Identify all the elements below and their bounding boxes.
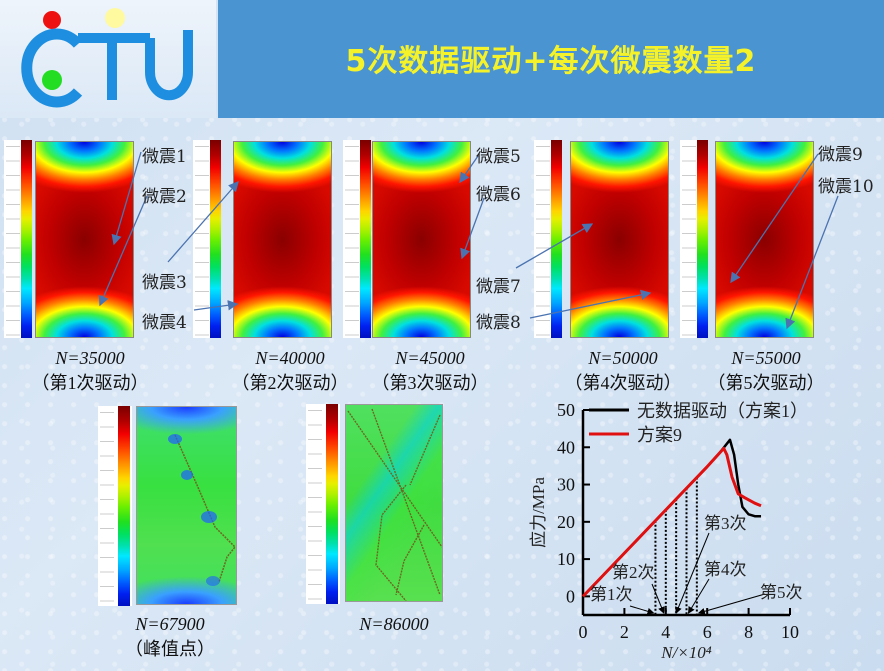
stress-contour-2 bbox=[233, 141, 332, 338]
quake-label-5: 微震5 bbox=[476, 147, 521, 167]
drive-marker-arrow bbox=[651, 583, 665, 614]
y-tick-label: 50 bbox=[557, 400, 575, 420]
y-axis-label: 应力/MPa bbox=[529, 477, 548, 548]
drive-marker-arrow bbox=[629, 605, 655, 615]
quake-label-2: 微震2 bbox=[142, 187, 187, 207]
drive-marker-arrow bbox=[675, 532, 710, 614]
arrow-quake-2 bbox=[98, 195, 148, 307]
caption-sub: （第1次驱动） bbox=[31, 373, 149, 393]
logo-yellow-dot bbox=[105, 8, 125, 28]
y-tick-label: 20 bbox=[557, 512, 575, 532]
quake-label-4: 微震4 bbox=[142, 313, 187, 333]
fracture-lines bbox=[168, 434, 237, 586]
x-tick-label: 10 bbox=[781, 622, 799, 642]
caption-panel-1: N=35000 （第1次驱动） bbox=[10, 348, 170, 395]
colorbar bbox=[680, 140, 708, 338]
stress-contour-3 bbox=[372, 141, 471, 338]
logo bbox=[0, 0, 216, 118]
drive-marker-arrow bbox=[697, 593, 766, 615]
colorbar bbox=[306, 404, 340, 604]
logo-red-dot bbox=[43, 11, 61, 29]
arrow-quake-10 bbox=[785, 195, 839, 330]
caption-sub: （第2次驱动） bbox=[231, 373, 349, 393]
drive-marker-arrow bbox=[687, 578, 710, 614]
caption-n: N=45000 bbox=[395, 348, 465, 368]
stress-contour-peak bbox=[136, 406, 237, 605]
arrow-quake-8 bbox=[529, 289, 652, 319]
caption-n: N=35000 bbox=[55, 348, 125, 368]
caption-panel-2: N=40000 （第2次驱动） bbox=[210, 348, 370, 395]
x-tick-label: 6 bbox=[703, 622, 712, 642]
ctu-logo-icon bbox=[21, 8, 193, 108]
colorbar bbox=[534, 140, 562, 338]
stress-contour-post bbox=[345, 404, 443, 602]
x-tick-label: 2 bbox=[620, 622, 629, 642]
drive-marker-label: 第3次 bbox=[704, 514, 747, 533]
quake-arrows bbox=[98, 151, 839, 330]
caption-panel-3: N=45000 （第3次驱动） bbox=[350, 348, 510, 395]
page-title: 5次数据驱动+每次微震数量2 bbox=[345, 44, 757, 79]
arrow-quake-9 bbox=[730, 153, 819, 284]
stress-chart: 0 10 20 30 40 50 0 2 4 6 8 10 应力/MPa N/×10⁴ 无数据驱动（方案1）… bbox=[529, 400, 808, 662]
drive-marker-label: 第1次 bbox=[590, 585, 633, 604]
colorbar bbox=[4, 140, 32, 338]
caption-n: N=50000 bbox=[588, 348, 658, 368]
caption-n: N=40000 bbox=[255, 348, 325, 368]
quake-label-7: 微震7 bbox=[476, 277, 521, 297]
arrow-quake-5 bbox=[459, 155, 479, 184]
arrow-quake-4 bbox=[193, 300, 239, 311]
y-tick-label: 10 bbox=[557, 549, 575, 569]
y-tick-label: 0 bbox=[566, 586, 575, 606]
logo-green-dot bbox=[42, 70, 62, 90]
caption-sub: （峰值点） bbox=[125, 639, 215, 659]
colorbar bbox=[98, 406, 132, 606]
caption-sub: （第3次驱动） bbox=[371, 373, 489, 393]
stress-contour-4 bbox=[570, 141, 669, 338]
quake-label-1: 微震1 bbox=[142, 147, 187, 167]
drive-marker-label: 第4次 bbox=[704, 560, 747, 579]
caption-sub: （第4次驱动） bbox=[564, 373, 682, 393]
quake-label-3: 微震3 bbox=[142, 273, 187, 293]
x-tick-label: 0 bbox=[579, 622, 588, 642]
legend-label: 方案9 bbox=[637, 425, 682, 445]
caption-panel-4: N=50000 （第4次驱动） bbox=[543, 348, 703, 395]
caption-n: N=67900 bbox=[135, 614, 205, 634]
caption-n: N=86000 bbox=[359, 614, 429, 634]
drive-marker-label: 第2次 bbox=[612, 563, 655, 582]
header-bar: 5次数据驱动+每次微震数量2 bbox=[218, 0, 884, 118]
caption-n: N=55000 bbox=[731, 348, 801, 368]
x-tick-label: 8 bbox=[744, 622, 753, 642]
quake-label-8: 微震8 bbox=[476, 313, 521, 333]
caption-peak: N=67900 （峰值点） bbox=[110, 614, 230, 661]
fracture-lines bbox=[347, 408, 443, 602]
caption-post: N=86000 bbox=[334, 614, 454, 635]
colorbar bbox=[343, 140, 371, 338]
caption-panel-5: N=55000 （第5次驱动） bbox=[686, 348, 846, 395]
quake-label-10: 微震10 bbox=[818, 177, 874, 197]
arrow-quake-1 bbox=[111, 151, 142, 246]
stress-contour-5 bbox=[715, 141, 814, 338]
y-tick-label: 40 bbox=[557, 437, 575, 457]
arrow-quake-6 bbox=[460, 197, 485, 260]
colorbar bbox=[193, 140, 221, 338]
legend-label: 无数据驱动（方案1） bbox=[637, 401, 808, 421]
arrow-quake-3 bbox=[167, 181, 239, 263]
caption-sub: （第5次驱动） bbox=[707, 373, 825, 393]
series-line-scheme-9 bbox=[581, 446, 762, 598]
x-axis-label: N/×10⁴ bbox=[660, 643, 712, 662]
quake-label-6: 微震6 bbox=[476, 185, 521, 205]
quake-label-9: 微震9 bbox=[818, 145, 863, 165]
y-tick-label: 30 bbox=[557, 475, 575, 495]
drive-marker-label: 第5次 bbox=[760, 583, 803, 602]
arrow-quake-7 bbox=[515, 223, 594, 269]
x-tick-label: 4 bbox=[661, 622, 670, 642]
